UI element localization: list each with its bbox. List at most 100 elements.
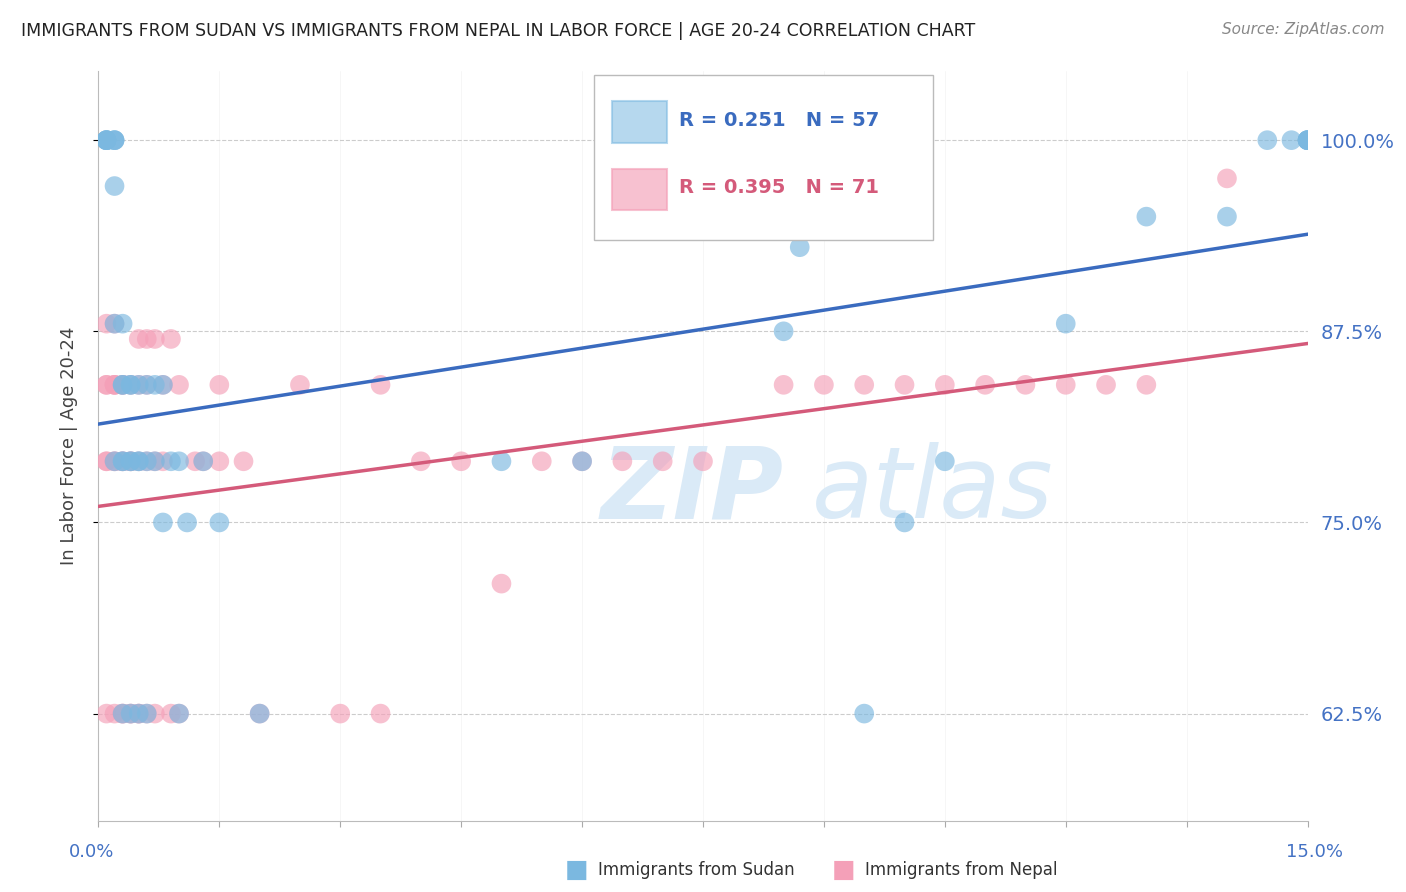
Point [128,454,150,468]
Point [128,377,150,392]
Point [111,454,134,468]
Point [128,706,150,721]
Point [120,454,142,468]
Text: R = 0.251   N = 57: R = 0.251 N = 57 [679,111,879,129]
Point [288,377,311,392]
Point [103,377,125,392]
Point [135,377,157,392]
Point [103,377,125,392]
Point [1296,133,1319,147]
Point [111,706,134,721]
Text: atlas: atlas [811,442,1053,540]
Point [772,377,794,392]
Point [143,332,166,346]
Point [135,706,157,721]
Point [193,454,215,468]
Point [893,516,915,530]
Point [934,454,956,468]
Point [232,454,254,468]
Point [167,377,190,392]
Point [184,454,207,468]
Text: ■: ■ [832,858,855,881]
Point [96,377,118,392]
Point [571,454,593,468]
Point [176,516,198,530]
Point [135,377,157,392]
Point [167,454,190,468]
Point [491,454,513,468]
Point [409,454,432,468]
Point [530,454,553,468]
Point [208,454,231,468]
Point [96,133,118,147]
Point [111,706,134,721]
Point [103,179,125,194]
Point [103,317,125,331]
Point [974,377,997,392]
Point [96,133,118,147]
Point [370,377,392,392]
Point [208,516,231,530]
Point [193,454,215,468]
Point [103,706,125,721]
Point [120,454,142,468]
Point [111,377,134,392]
Point [96,454,118,468]
Point [1054,317,1077,331]
Point [651,454,673,468]
Point [96,133,118,147]
Point [128,706,150,721]
Point [1296,133,1319,147]
Point [1135,210,1157,224]
Point [160,332,183,346]
Point [103,133,125,147]
Point [612,454,634,468]
Point [893,377,915,392]
Y-axis label: In Labor Force | Age 20-24: In Labor Force | Age 20-24 [59,326,77,566]
Point [1216,171,1239,186]
Point [103,133,125,147]
Text: R = 0.395   N = 71: R = 0.395 N = 71 [679,178,879,197]
Text: Immigrants from Sudan: Immigrants from Sudan [598,861,794,879]
Point [120,706,142,721]
Point [143,706,166,721]
Point [152,377,174,392]
Point [571,454,593,468]
Point [128,706,150,721]
Point [249,706,271,721]
Point [120,377,142,392]
Point [813,377,835,392]
Point [103,454,125,468]
Point [934,377,956,392]
Point [96,706,118,721]
Point [96,133,118,147]
Point [120,454,142,468]
Point [135,332,157,346]
Text: 15.0%: 15.0% [1286,843,1343,861]
FancyBboxPatch shape [595,75,932,240]
Point [152,454,174,468]
Point [120,706,142,721]
Point [120,454,142,468]
Point [111,454,134,468]
Point [167,706,190,721]
Point [160,706,183,721]
Point [128,332,150,346]
Text: ZIP: ZIP [600,442,783,540]
Point [1281,133,1303,147]
Text: ■: ■ [565,858,588,881]
Text: Immigrants from Nepal: Immigrants from Nepal [865,861,1057,879]
Point [1054,377,1077,392]
Point [1296,133,1319,147]
Point [329,706,352,721]
Point [103,377,125,392]
Point [491,576,513,591]
Point [143,377,166,392]
Point [111,706,134,721]
Text: 0.0%: 0.0% [69,843,114,861]
Point [96,133,118,147]
Point [208,377,231,392]
Point [789,240,811,254]
Point [853,706,876,721]
Point [143,454,166,468]
